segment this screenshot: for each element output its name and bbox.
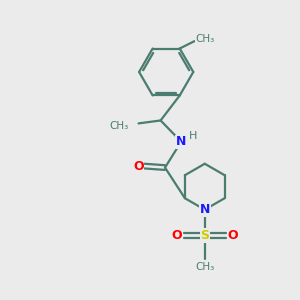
- Text: S: S: [200, 229, 209, 242]
- Text: O: O: [227, 229, 238, 242]
- Text: H: H: [189, 131, 197, 141]
- Text: O: O: [172, 229, 182, 242]
- Text: CH₃: CH₃: [109, 121, 128, 131]
- Text: O: O: [133, 160, 144, 172]
- Text: N: N: [200, 203, 210, 216]
- Text: CH₃: CH₃: [195, 34, 214, 44]
- Text: N: N: [176, 135, 186, 148]
- Text: CH₃: CH₃: [195, 262, 214, 272]
